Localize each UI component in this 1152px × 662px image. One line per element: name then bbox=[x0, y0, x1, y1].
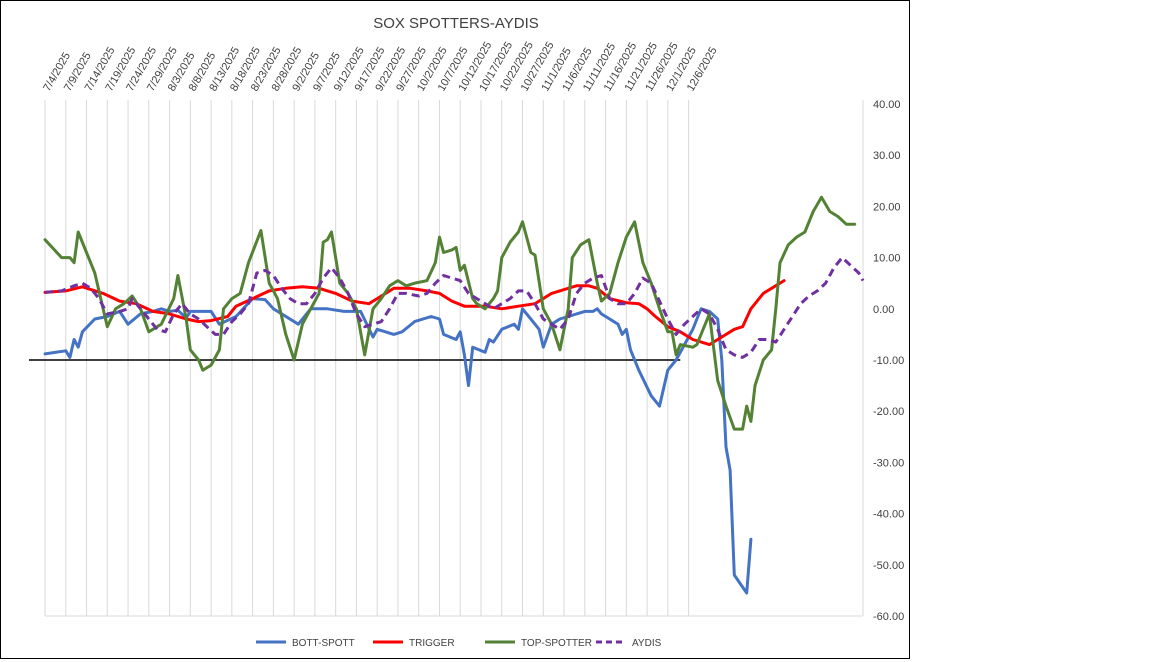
chart-series bbox=[43, 195, 865, 595]
y-tick-label: -60.00 bbox=[873, 611, 904, 623]
y-tick-label: 30.00 bbox=[873, 150, 901, 162]
chart-title: SOX SPOTTERS-AYDIS bbox=[373, 15, 539, 32]
chart-frame: SOX SPOTTERS-AYDIS 7/4/2025 7/9/2025 7/14/… bbox=[0, 0, 910, 659]
y-tick-label: 10.00 bbox=[873, 253, 901, 265]
series-line-aydis bbox=[44, 256, 865, 359]
chart-legend: BOTT-SPOTT TRIGGER TOP-SPOTTER AYDIS bbox=[256, 638, 662, 649]
legend-label: AYDIS bbox=[632, 638, 662, 649]
y-tick-label: -10.00 bbox=[873, 355, 904, 367]
line-chart: SOX SPOTTERS-AYDIS 7/4/20257/9/20257/14/… bbox=[29, 15, 904, 649]
x-axis-tick-labels: 7/4/20257/9/20257/14/20257/19/20257/24/2… bbox=[41, 40, 719, 94]
legend-label: BOTT-SPOTT bbox=[292, 638, 355, 649]
y-tick-label: 0.00 bbox=[873, 304, 894, 316]
y-tick-label: -30.00 bbox=[873, 457, 904, 469]
y-tick-label: 40.00 bbox=[873, 99, 901, 111]
series-line-top-spotter bbox=[43, 195, 857, 431]
y-axis-tick-labels: 40.00 30.00 20.00 10.00 0.00 -10.00 -20.00 -30.… bbox=[873, 99, 904, 623]
series-line-trigger bbox=[43, 279, 786, 347]
y-tick-label: 20.00 bbox=[873, 201, 901, 213]
y-tick-label: -20.00 bbox=[873, 406, 904, 418]
legend-label: TRIGGER bbox=[409, 638, 455, 649]
legend-label: TOP-SPOTTER bbox=[521, 638, 592, 649]
y-tick-label: -40.00 bbox=[873, 509, 904, 521]
y-tick-label: -50.00 bbox=[873, 560, 904, 572]
vertical-gridlines bbox=[44, 100, 864, 616]
